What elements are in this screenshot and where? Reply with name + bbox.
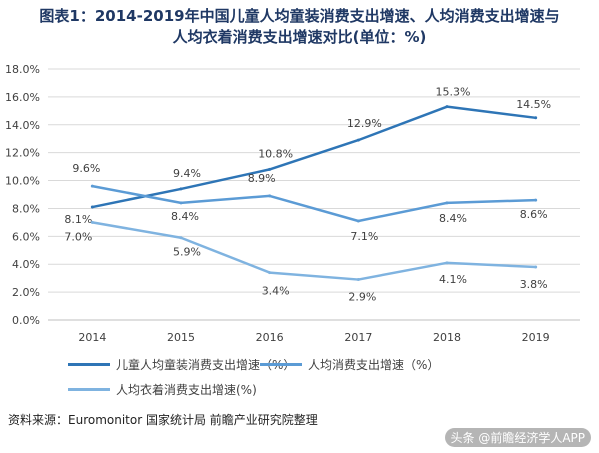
- data-point-consumption: [445, 201, 449, 205]
- legend-swatch-kids-apparel: [68, 363, 110, 366]
- data-point-consumption: [534, 198, 538, 202]
- data-label-kids-apparel: 14.5%: [516, 98, 551, 111]
- data-point-kids-apparel: [90, 205, 94, 209]
- data-label-clothing: 3.4%: [262, 285, 290, 298]
- data-point-clothing: [534, 265, 538, 269]
- y-tick-label: 18.0%: [5, 63, 40, 76]
- legend-item-consumption: 人均消费支出增速（%）: [260, 356, 439, 373]
- data-point-kids-apparel: [179, 187, 183, 191]
- x-tick-label: 2018: [433, 331, 461, 344]
- data-label-kids-apparel: 8.1%: [64, 213, 92, 226]
- source-note: 资料来源：Euromonitor 国家统计局 前瞻产业研究院整理: [8, 413, 318, 427]
- data-point-clothing: [268, 271, 272, 275]
- data-label-kids-apparel: 10.8%: [258, 147, 293, 160]
- chart-title-line-2: 人均衣着消费支出增速对比(单位：%): [172, 28, 427, 46]
- data-label-clothing: 3.8%: [520, 278, 548, 291]
- publisher-watermark: 头条 @前瞻经济学人APP: [444, 428, 591, 447]
- data-point-kids-apparel: [268, 167, 272, 171]
- data-point-kids-apparel: [445, 105, 449, 109]
- x-tick-label: 2017: [344, 331, 372, 344]
- data-point-consumption: [356, 219, 360, 223]
- data-point-kids-apparel: [356, 138, 360, 142]
- y-tick-label: 8.0%: [12, 202, 40, 215]
- data-label-clothing: 2.9%: [348, 291, 376, 304]
- y-tick-label: 0.0%: [12, 314, 40, 327]
- x-tick-label: 2015: [167, 331, 195, 344]
- legend-swatch-consumption: [260, 363, 302, 366]
- data-label-clothing: 7.0%: [64, 230, 92, 243]
- data-label-consumption: 8.9%: [248, 172, 276, 185]
- data-point-consumption: [179, 201, 183, 205]
- y-tick-label: 4.0%: [12, 258, 40, 271]
- data-label-kids-apparel: 15.3%: [436, 86, 471, 99]
- legend-item-clothing: 人均衣着消费支出增速(%): [68, 381, 257, 398]
- data-label-consumption: 8.4%: [171, 210, 199, 223]
- y-tick-label: 10.0%: [5, 175, 40, 188]
- data-label-consumption: 8.6%: [520, 208, 548, 221]
- data-point-consumption: [268, 194, 272, 198]
- data-label-clothing: 5.9%: [173, 246, 201, 259]
- data-point-clothing: [90, 220, 94, 224]
- legend-label-kids-apparel: 儿童人均童装消费支出增速（%）: [116, 358, 296, 372]
- series-line-consumption: [92, 184, 536, 223]
- legend-swatch-clothing: [68, 388, 110, 391]
- legend-label-clothing: 人均衣着消费支出增速(%): [116, 383, 257, 397]
- data-label-consumption: 7.1%: [350, 230, 378, 243]
- y-tick-label: 2.0%: [12, 286, 40, 299]
- data-label-kids-apparel: 12.9%: [347, 117, 382, 130]
- data-point-clothing: [179, 236, 183, 240]
- x-tick-label: 2016: [256, 331, 284, 344]
- y-tick-label: 16.0%: [5, 91, 40, 104]
- data-point-consumption: [90, 184, 94, 188]
- x-tick-label: 2019: [522, 331, 550, 344]
- data-label-clothing: 4.1%: [439, 273, 467, 286]
- series-line-kids-apparel: [92, 105, 536, 209]
- data-point-clothing: [445, 261, 449, 265]
- y-tick-label: 12.0%: [5, 147, 40, 160]
- data-point-clothing: [356, 278, 360, 282]
- x-tick-label: 2014: [78, 331, 106, 344]
- legend-label-consumption: 人均消费支出增速（%）: [308, 358, 440, 372]
- data-label-kids-apparel: 9.4%: [173, 167, 201, 180]
- series-line-clothing: [92, 221, 536, 281]
- data-point-kids-apparel: [534, 116, 538, 120]
- y-tick-label: 6.0%: [12, 230, 40, 243]
- data-label-consumption: 9.6%: [72, 162, 100, 175]
- legend-item-kids-apparel: 儿童人均童装消费支出增速（%）: [68, 356, 295, 373]
- y-tick-label: 14.0%: [5, 119, 40, 132]
- chart-title-line-1: 图表1：2014-2019年中国儿童人均童装消费支出增速、人均消费支出增速与: [39, 7, 560, 25]
- data-label-consumption: 8.4%: [439, 212, 467, 225]
- chart-title: 图表1：2014-2019年中国儿童人均童装消费支出增速、人均消费支出增速与 人…: [0, 6, 599, 48]
